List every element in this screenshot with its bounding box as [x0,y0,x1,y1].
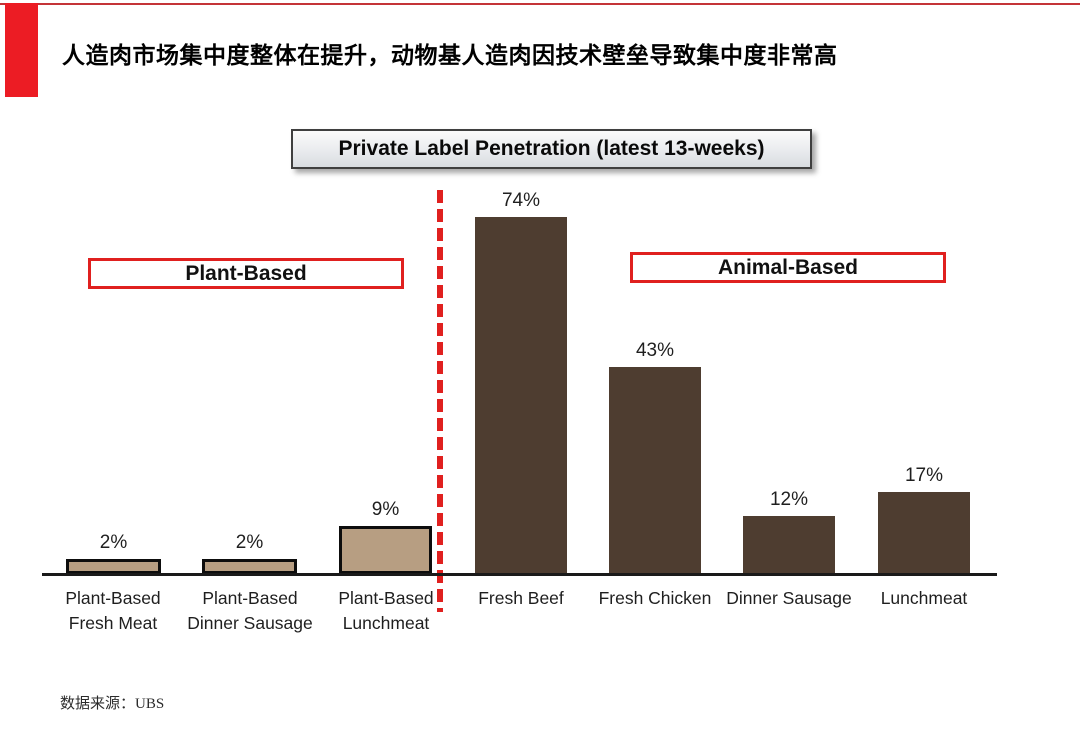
bar-value-label: 2% [235,532,264,553]
red-dashed-divider [437,190,443,612]
group-label-animal-based: Animal-Based [630,252,946,283]
bar-column: 74% [475,190,567,574]
x-tick-label: Fresh Chicken [598,588,712,608]
x-tick-label: Plant-Based Dinner Sausage [187,588,313,633]
bar-plant-based-dinner-sausage [202,559,297,574]
bar-fresh-beef [475,217,567,574]
chart-title: Private Label Penetration (latest 13-wee… [291,129,812,169]
bar-column: 12% [743,489,835,574]
x-tick-label: Fresh Beef [478,588,564,608]
x-tick-label: Dinner Sausage [726,588,852,608]
bar-lunchmeat [878,492,970,574]
page-title: 人造肉市场集中度整体在提升，动物基人造肉因技术壁垒导致集中度非常高 [62,42,838,68]
bar-fresh-chicken [609,367,701,574]
x-axis-line [42,573,997,576]
bar-value-label: 74% [501,190,541,211]
bar-column: 43% [609,340,701,574]
bar-value-label: 12% [769,489,809,510]
bar-plant-based-lunchmeat [339,526,432,574]
x-tick-label: Plant-Based Fresh Meat [65,588,161,633]
bar-value-label: 2% [99,532,128,553]
top-rule-line [0,3,1080,5]
data-source: 数据来源：UBS [60,696,165,712]
x-tick-label: Plant-Based Lunchmeat [338,588,434,633]
bar-column: 9% [339,499,432,574]
group-label-plant-based: Plant-Based [88,258,404,289]
bar-column: 2% [202,532,297,574]
bar-column: 17% [878,465,970,574]
bar-column: 2% [66,532,161,574]
bar-plant-based-fresh-meat [66,559,161,574]
bar-value-label: 17% [904,465,944,486]
bar-value-label: 43% [635,340,675,361]
red-accent-block [5,3,38,97]
bar-dinner-sausage [743,516,835,574]
x-tick-label: Lunchmeat [880,588,968,608]
bar-value-label: 9% [371,499,400,520]
